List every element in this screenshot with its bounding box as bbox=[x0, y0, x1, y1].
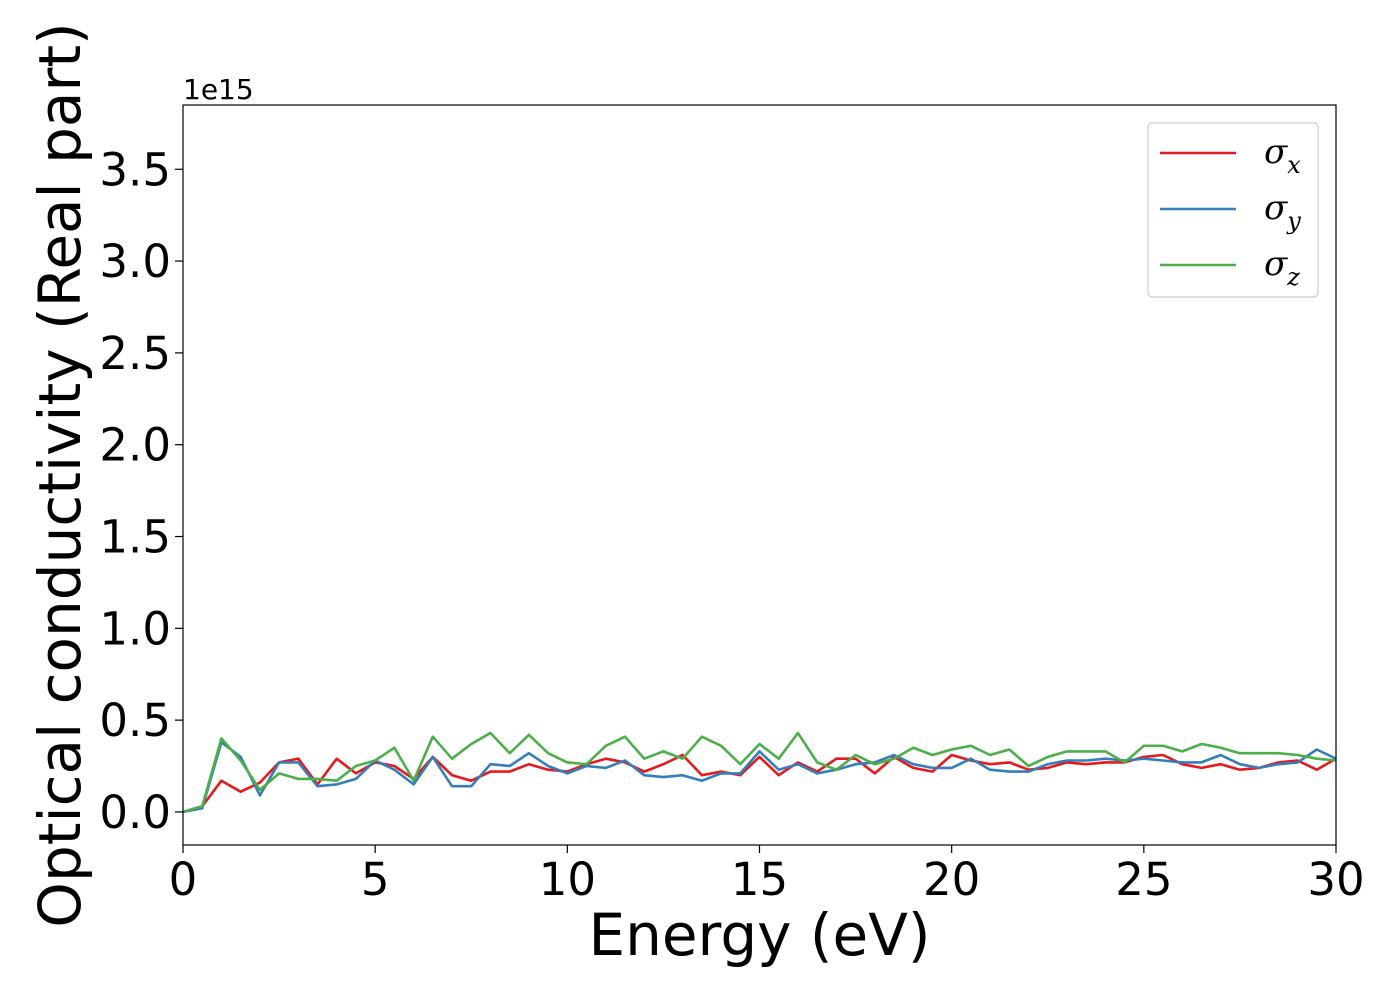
y-tick-label: 0.0 bbox=[99, 786, 171, 839]
y-axis-ticks: 0.0 0.5 1.0 1.5 2.0 2.5 3.0 3.5 bbox=[99, 143, 183, 839]
x-tick-label: 10 bbox=[539, 853, 596, 906]
x-axis-ticks: 0 5 10 15 20 25 30 bbox=[169, 845, 1365, 906]
series-layer bbox=[182, 731, 1337, 814]
series-line-sigma-x bbox=[182, 753, 1337, 814]
y-tick-label: 2.0 bbox=[99, 419, 171, 472]
y-tick-label: 1.5 bbox=[99, 511, 171, 564]
x-tick-label: 30 bbox=[1307, 853, 1364, 906]
x-tick-label: 20 bbox=[923, 853, 980, 906]
legend-items: σx σy σz bbox=[1160, 132, 1301, 291]
legend-label-sigma-y: σy bbox=[1264, 188, 1301, 235]
y-tick-label: 3.5 bbox=[99, 143, 171, 196]
x-tick-label: 25 bbox=[1115, 853, 1172, 906]
y-offset-label: 1e15 bbox=[183, 73, 254, 106]
legend: σx σy σz bbox=[1147, 122, 1319, 298]
x-tick-label: 0 bbox=[169, 853, 198, 906]
x-axis-title: Energy (eV) bbox=[588, 901, 930, 969]
y-tick-label: 2.5 bbox=[99, 327, 171, 380]
y-tick-label: 1.0 bbox=[99, 602, 171, 655]
y-axis-title: Optical conductivity (Real part) bbox=[26, 22, 94, 927]
y-tick-label: 0.5 bbox=[99, 694, 171, 747]
series-line-sigma-z bbox=[182, 731, 1337, 814]
y-tick-label: 3.0 bbox=[99, 235, 171, 288]
x-tick-label: 15 bbox=[731, 853, 788, 906]
x-tick-label: 5 bbox=[361, 853, 390, 906]
series-line-sigma-y bbox=[182, 740, 1337, 814]
legend-label-sigma-z: σz bbox=[1264, 244, 1300, 291]
legend-label-sigma-x: σx bbox=[1264, 132, 1301, 179]
